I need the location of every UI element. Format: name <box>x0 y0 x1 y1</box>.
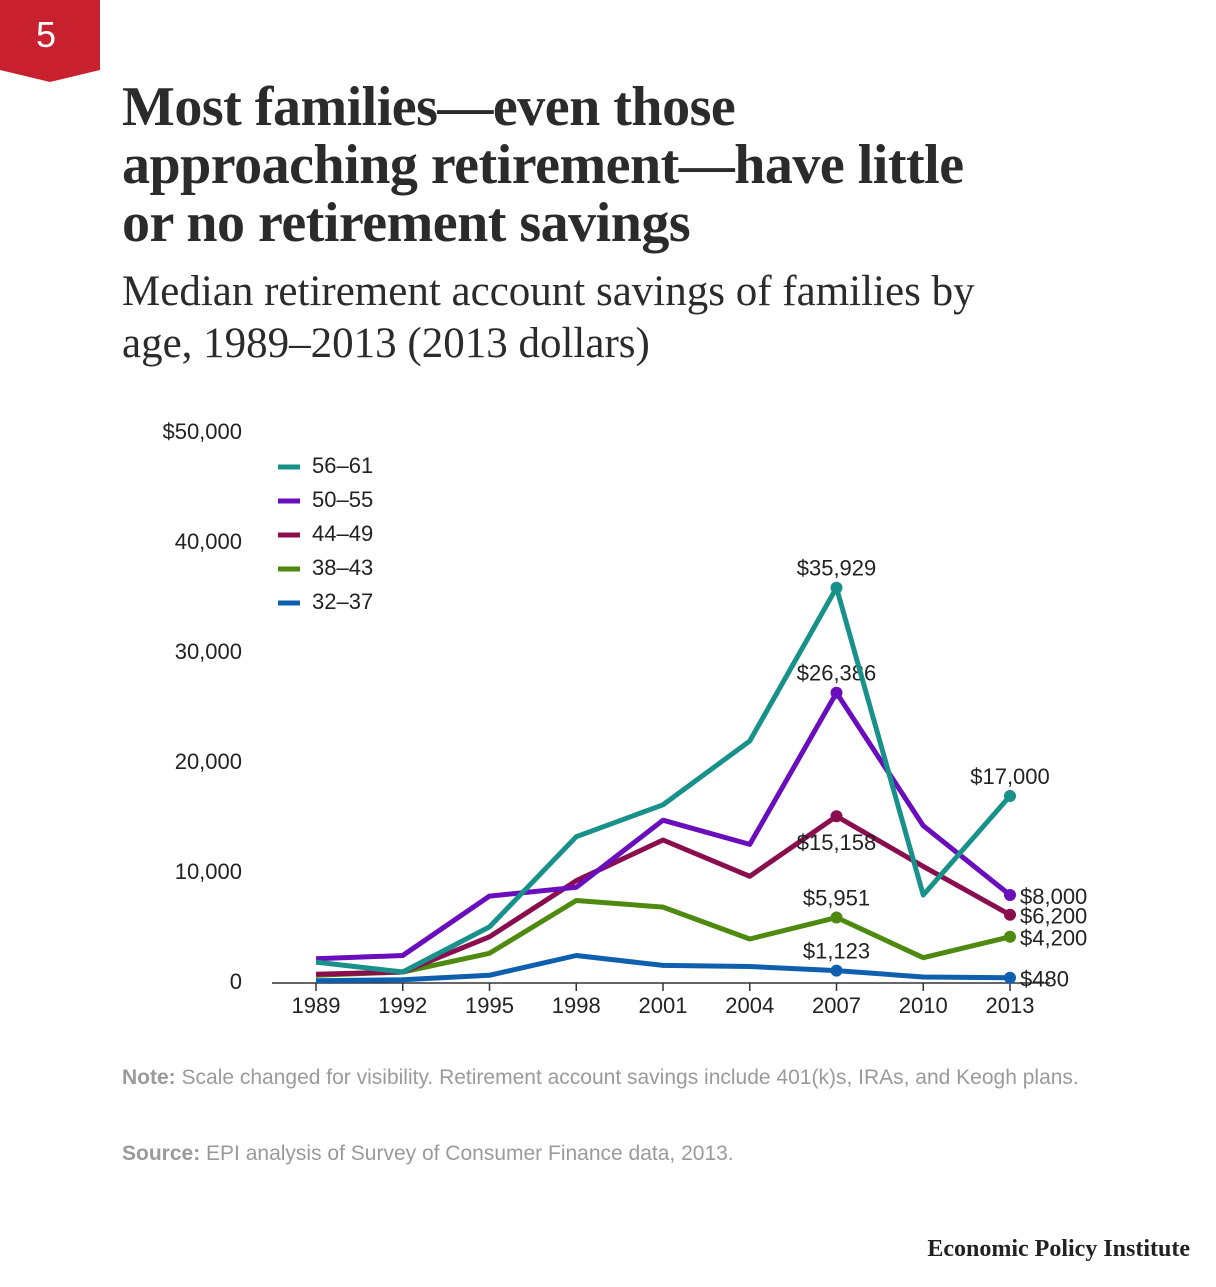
data-point <box>830 911 843 924</box>
legend-label: 50–55 <box>312 487 373 512</box>
x-tick-label: 2001 <box>639 993 688 1018</box>
data-label: $4,200 <box>1020 926 1087 951</box>
data-label: $6,200 <box>1020 904 1087 929</box>
data-point <box>830 581 843 594</box>
y-tick-label: 10,000 <box>175 859 242 884</box>
chart: 0 10,000 20,000 30,000 40,000 $50,000 1989 1992… <box>162 419 1087 1018</box>
y-tick-label: 0 <box>230 969 242 994</box>
series-line <box>315 813 1012 977</box>
x-tick-label: 2013 <box>986 993 1035 1018</box>
data-label: $35,929 <box>797 556 877 581</box>
y-tick-label: $50,000 <box>162 419 242 444</box>
badge-number: 5 <box>36 14 57 55</box>
brand: Economic Policy Institute <box>927 1236 1190 1262</box>
source: Source: EPI analysis of Survey of Consum… <box>122 1138 1102 1169</box>
data-point <box>1004 908 1016 921</box>
data-point <box>830 964 843 977</box>
y-tick-label: 30,000 <box>175 639 242 664</box>
x-tick-label: 1995 <box>465 993 514 1018</box>
data-label: $1,123 <box>803 938 870 963</box>
note-text: Scale changed for visibility. Retirement… <box>181 1066 1079 1089</box>
legend-label: 44–49 <box>312 521 373 546</box>
x-tick-label: 2004 <box>725 993 774 1018</box>
data-label: $480 <box>1020 967 1069 992</box>
data-label: $5,951 <box>803 885 870 910</box>
source-label: Source: <box>122 1142 201 1165</box>
chart-subtitle: Median retirement account savings of fam… <box>122 268 975 367</box>
x-tick-label: 1998 <box>552 993 601 1018</box>
data-point <box>1004 971 1016 984</box>
badge: 5 <box>0 0 100 84</box>
legend-label: 56–61 <box>312 453 373 478</box>
series-line <box>315 690 1012 962</box>
legend-label: 32–37 <box>312 589 373 614</box>
x-tick-label: 1989 <box>292 993 341 1018</box>
legend-label: 38–43 <box>312 555 373 580</box>
y-tick-label: 20,000 <box>175 749 242 774</box>
note-label: Note: <box>122 1066 176 1089</box>
data-label: $15,158 <box>797 830 877 855</box>
data-point <box>1004 930 1016 943</box>
data-label: $8,000 <box>1020 884 1087 909</box>
note: Note: Scale changed for visibility. Reti… <box>122 1062 1102 1093</box>
series-line <box>315 585 1012 975</box>
series-line <box>315 953 1011 984</box>
data-point <box>1004 889 1016 901</box>
x-tick-label: 1992 <box>378 993 427 1018</box>
data-point <box>1004 790 1016 802</box>
x-tick-label: 2010 <box>899 993 948 1018</box>
chart-title: Most families—even those approaching ret… <box>122 76 964 254</box>
source-text: EPI analysis of Survey of Consumer Finan… <box>206 1142 734 1165</box>
y-tick-label: 40,000 <box>175 529 242 554</box>
data-point <box>830 686 843 699</box>
x-tick-label: 2007 <box>812 993 861 1018</box>
series-line <box>315 898 1011 978</box>
data-point <box>830 810 843 823</box>
data-label: $17,000 <box>970 764 1050 789</box>
badge-shape <box>0 0 100 82</box>
